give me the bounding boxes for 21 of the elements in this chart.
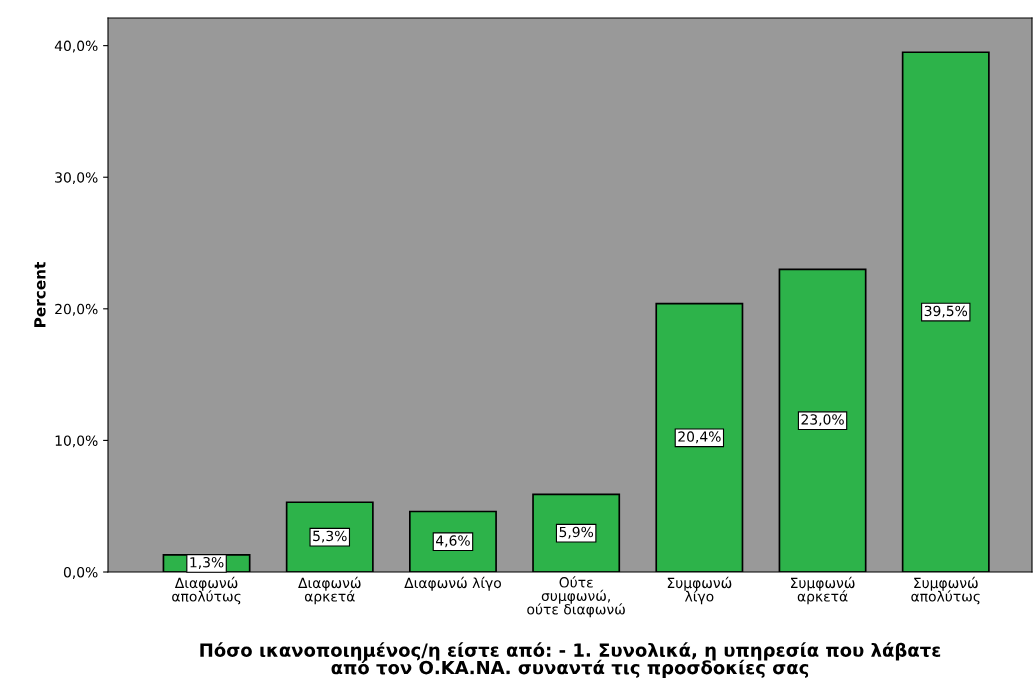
y-tick-label: 0,0% bbox=[63, 566, 98, 579]
x-axis-title: Πόσο ικανοποιημένος/η είστε από: - 1. Συνολικά, η υπηρεσία που λάβατε από τον Ο.ΚΑ.ΝΑ. συναντά τις προσδοκίες σας bbox=[200, 642, 941, 678]
y-tick-label: 30,0% bbox=[55, 172, 98, 185]
data-label: 5,9% bbox=[559, 526, 594, 539]
x-tick-label: Διαφωνώ λίγο bbox=[404, 576, 501, 591]
x-tick-label: Διαφωνώ αρκετά bbox=[298, 576, 361, 605]
data-label: 20,4% bbox=[678, 431, 721, 444]
y-axis-title: Percent bbox=[34, 262, 46, 327]
x-tick-label: Διαφωνώ απολύτως bbox=[172, 576, 241, 605]
data-label: 5,3% bbox=[313, 530, 347, 543]
x-tick-label: Συμφωνώ αρκετά bbox=[791, 576, 855, 605]
data-label: 39,5% bbox=[924, 305, 968, 318]
x-tick-label: Συμφωνώ απολύτως bbox=[911, 576, 980, 605]
x-tick-label: Συμφωνώ λίγο bbox=[667, 576, 732, 605]
data-label: 4,6% bbox=[436, 535, 470, 548]
y-tick-label: 20,0% bbox=[55, 303, 98, 316]
y-tick-label: 10,0% bbox=[55, 435, 98, 448]
x-tick-label: Ούτε συμφωνώ, ούτε διαφωνώ bbox=[527, 576, 625, 618]
y-tick-label: 40,0% bbox=[54, 40, 98, 53]
data-label: 23,0% bbox=[801, 414, 844, 427]
data-label: 1,3% bbox=[190, 556, 224, 569]
